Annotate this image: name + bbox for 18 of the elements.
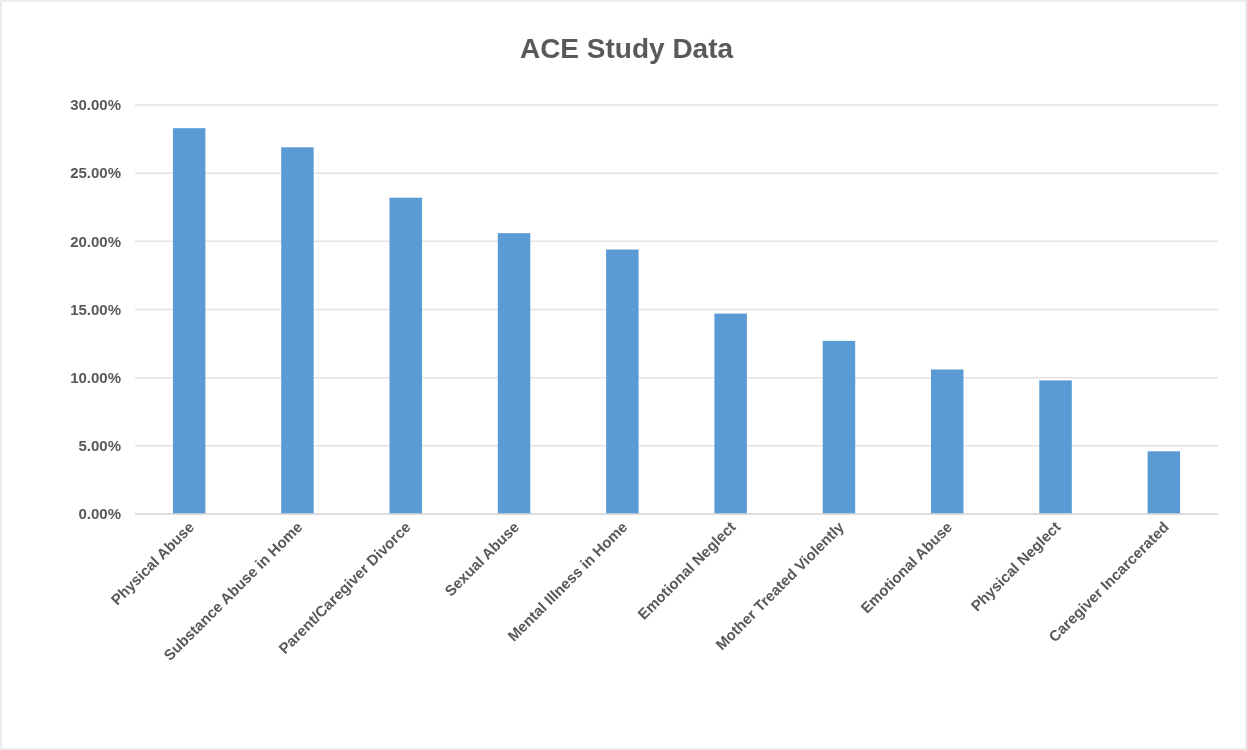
y-tick-label: 10.00% [70,368,121,386]
bar [714,313,747,514]
y-tick-label: 30.00% [70,96,121,114]
bar [1039,380,1072,514]
y-tick-label: 0.00% [78,505,121,523]
y-tick-label: 5.00% [78,437,121,455]
bar [822,340,856,514]
bar [497,233,531,514]
y-tick-label: 20.00% [70,232,121,250]
bar [281,147,314,514]
bar [606,249,639,514]
chart-title: ACE Study Data [519,33,734,64]
y-tick-label: 25.00% [70,164,121,182]
bar [931,369,964,514]
bar [389,197,422,514]
y-tick-label: 15.00% [70,300,121,318]
bar [1147,451,1181,514]
bar [172,128,206,514]
